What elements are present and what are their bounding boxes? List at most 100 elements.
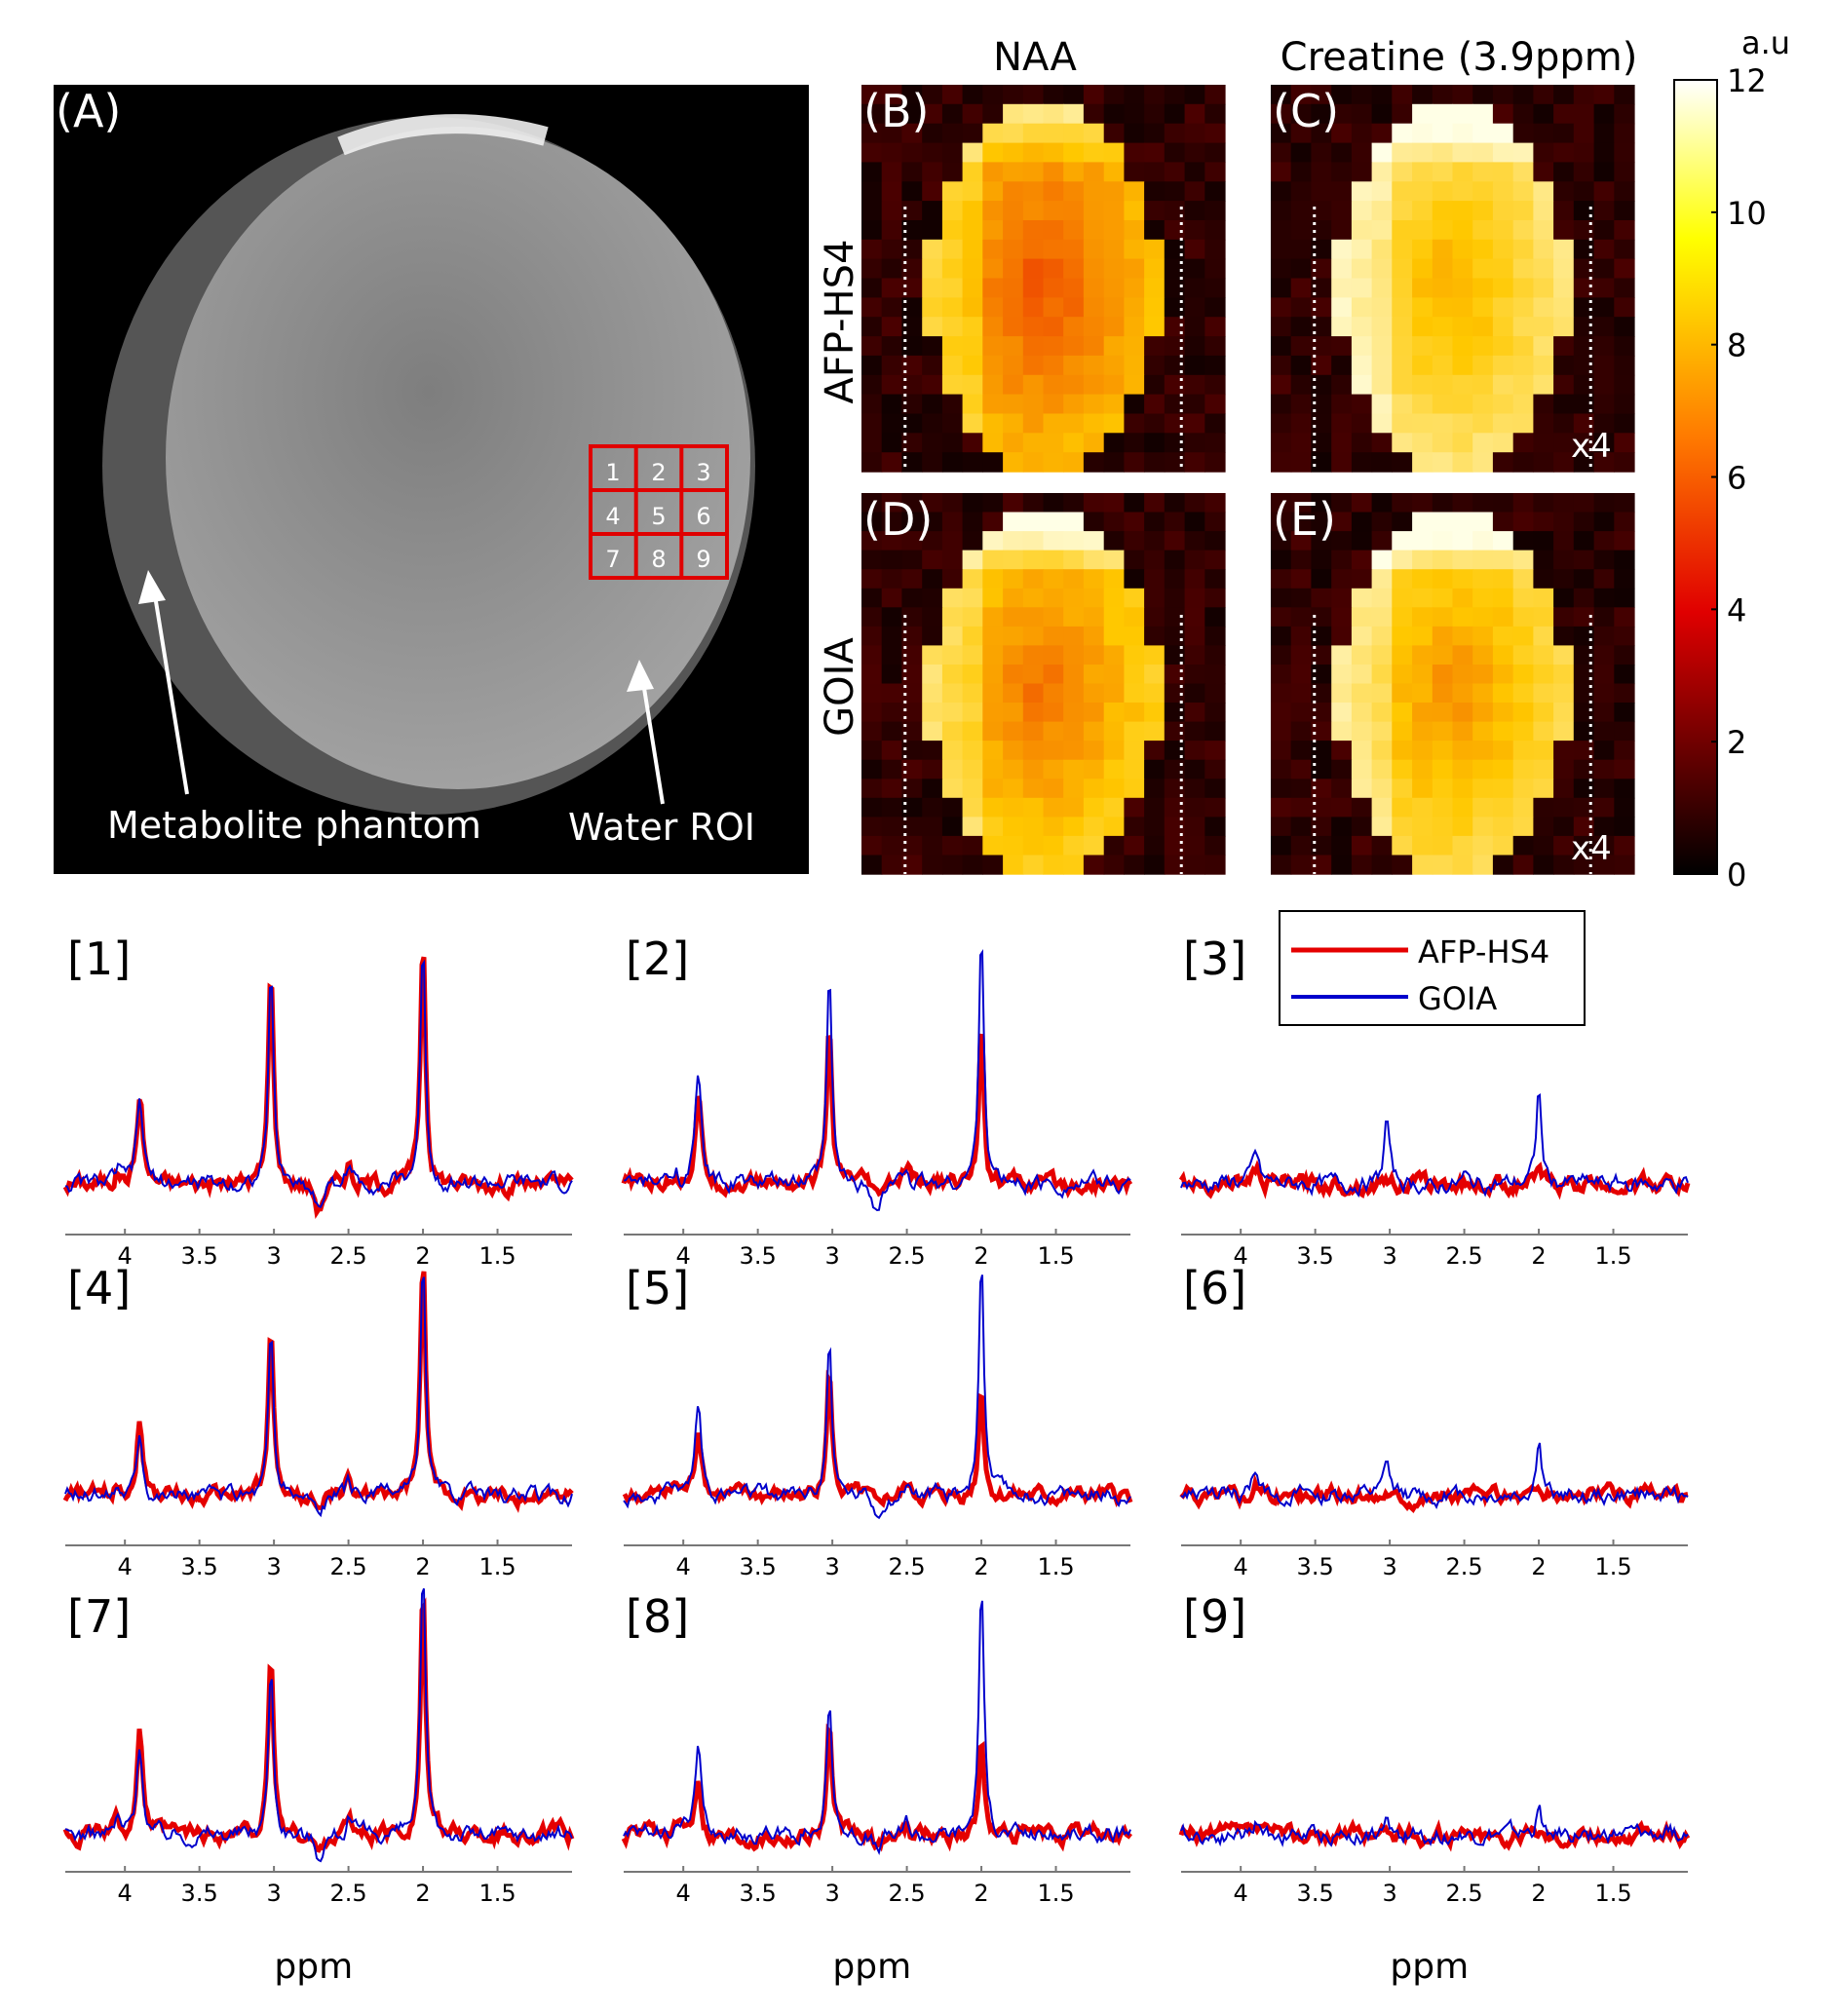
map-voxel bbox=[1452, 162, 1473, 182]
map-voxel bbox=[1204, 278, 1226, 298]
map-voxel bbox=[1204, 531, 1226, 552]
map-voxel bbox=[1164, 683, 1186, 704]
map-voxel bbox=[1063, 683, 1085, 704]
map-voxel bbox=[1412, 433, 1434, 453]
map-voxel bbox=[1144, 645, 1166, 666]
map-voxel bbox=[1392, 703, 1413, 723]
map-voxel bbox=[901, 512, 923, 532]
map-voxel bbox=[1573, 394, 1595, 415]
map-voxel bbox=[1512, 181, 1534, 202]
map-voxel bbox=[1351, 817, 1373, 837]
map-voxel bbox=[1331, 835, 1353, 856]
map-voxel bbox=[1573, 703, 1595, 723]
colorbar-tick-label: 4 bbox=[1727, 591, 1746, 628]
map-voxel bbox=[1614, 703, 1635, 723]
map-voxel bbox=[1144, 123, 1166, 144]
map-voxel bbox=[1063, 103, 1085, 125]
map-voxel bbox=[1204, 588, 1226, 608]
x-tick-label: 3 bbox=[1382, 1242, 1396, 1270]
map-voxel bbox=[1003, 201, 1024, 221]
map-voxel bbox=[1492, 85, 1514, 105]
map-voxel bbox=[1412, 703, 1434, 723]
map-voxel bbox=[1553, 394, 1575, 415]
x-tick-label: 3 bbox=[1382, 1880, 1396, 1907]
map-voxel bbox=[1432, 258, 1454, 280]
map-voxel bbox=[1331, 452, 1353, 473]
map-voxel bbox=[1614, 759, 1635, 780]
map-voxel bbox=[1593, 665, 1615, 685]
map-voxel bbox=[1311, 645, 1332, 666]
map-voxel bbox=[1472, 413, 1494, 434]
map-voxel bbox=[1614, 493, 1635, 514]
map-voxel bbox=[1103, 162, 1125, 182]
map-voxel bbox=[1432, 531, 1454, 552]
map-voxel bbox=[1311, 201, 1332, 221]
map-voxel bbox=[1311, 142, 1332, 164]
map-voxel bbox=[861, 817, 883, 837]
map-voxel bbox=[1452, 297, 1473, 318]
map-voxel bbox=[1271, 512, 1292, 532]
map-voxel bbox=[1472, 683, 1494, 704]
map-voxel bbox=[1512, 626, 1534, 647]
map-voxel bbox=[1063, 278, 1085, 298]
map-voxel bbox=[1083, 626, 1105, 647]
x-tick-label: 3.5 bbox=[740, 1880, 777, 1907]
map-voxel bbox=[1184, 759, 1205, 780]
map-voxel bbox=[1593, 374, 1615, 396]
map-voxel bbox=[1290, 759, 1312, 780]
map-voxel bbox=[1392, 721, 1413, 742]
map-voxel bbox=[922, 201, 943, 221]
series-goia bbox=[64, 1588, 573, 1863]
map-voxel bbox=[1432, 103, 1454, 125]
map-voxel bbox=[922, 278, 943, 298]
map-voxel bbox=[1063, 588, 1085, 608]
map-voxel bbox=[922, 759, 943, 780]
map-voxel bbox=[962, 239, 983, 260]
map-voxel bbox=[1124, 85, 1145, 105]
map-voxel bbox=[1492, 721, 1514, 742]
map-voxel bbox=[881, 531, 902, 552]
map-voxel bbox=[1164, 201, 1186, 221]
map-voxel bbox=[1492, 162, 1514, 182]
map-voxel bbox=[1593, 645, 1615, 666]
map-voxel bbox=[1614, 452, 1635, 473]
map-voxel bbox=[1144, 355, 1166, 376]
map-voxel bbox=[1311, 607, 1332, 628]
map-voxel bbox=[1472, 374, 1494, 396]
map-voxel bbox=[1553, 703, 1575, 723]
map-voxel bbox=[1472, 855, 1494, 875]
map-voxel bbox=[1043, 703, 1064, 723]
map-voxel bbox=[1452, 512, 1473, 532]
map-voxel bbox=[1432, 220, 1454, 241]
map-voxel bbox=[1351, 741, 1373, 761]
map-voxel bbox=[962, 201, 983, 221]
map-voxel bbox=[1271, 665, 1292, 685]
map-voxel bbox=[1144, 817, 1166, 837]
map-voxel bbox=[1392, 413, 1413, 434]
map-voxel bbox=[1593, 855, 1615, 875]
map-voxel bbox=[922, 181, 943, 202]
map-voxel bbox=[1412, 741, 1434, 761]
map-voxel bbox=[1124, 645, 1145, 666]
map-voxel bbox=[1472, 85, 1494, 105]
map-voxel bbox=[1022, 355, 1045, 376]
map-voxel bbox=[1512, 142, 1534, 164]
map-voxel bbox=[1290, 512, 1312, 532]
map-voxel bbox=[1003, 239, 1024, 260]
map-voxel bbox=[1311, 181, 1332, 202]
map-voxel bbox=[861, 683, 883, 704]
map-voxel bbox=[1392, 588, 1413, 608]
map-voxel bbox=[1492, 452, 1514, 473]
map-voxel bbox=[1614, 797, 1635, 818]
map-voxel bbox=[861, 607, 883, 628]
map-voxel bbox=[1593, 588, 1615, 608]
map-voxel bbox=[1392, 531, 1413, 552]
map-panel-label: (D) bbox=[863, 493, 933, 546]
map-voxel bbox=[1164, 588, 1186, 608]
map-voxel bbox=[1271, 258, 1292, 280]
map-voxel bbox=[922, 413, 943, 434]
colorbar-tick-label: 2 bbox=[1727, 724, 1746, 761]
map-voxel bbox=[941, 220, 964, 241]
map-voxel bbox=[1412, 317, 1434, 337]
